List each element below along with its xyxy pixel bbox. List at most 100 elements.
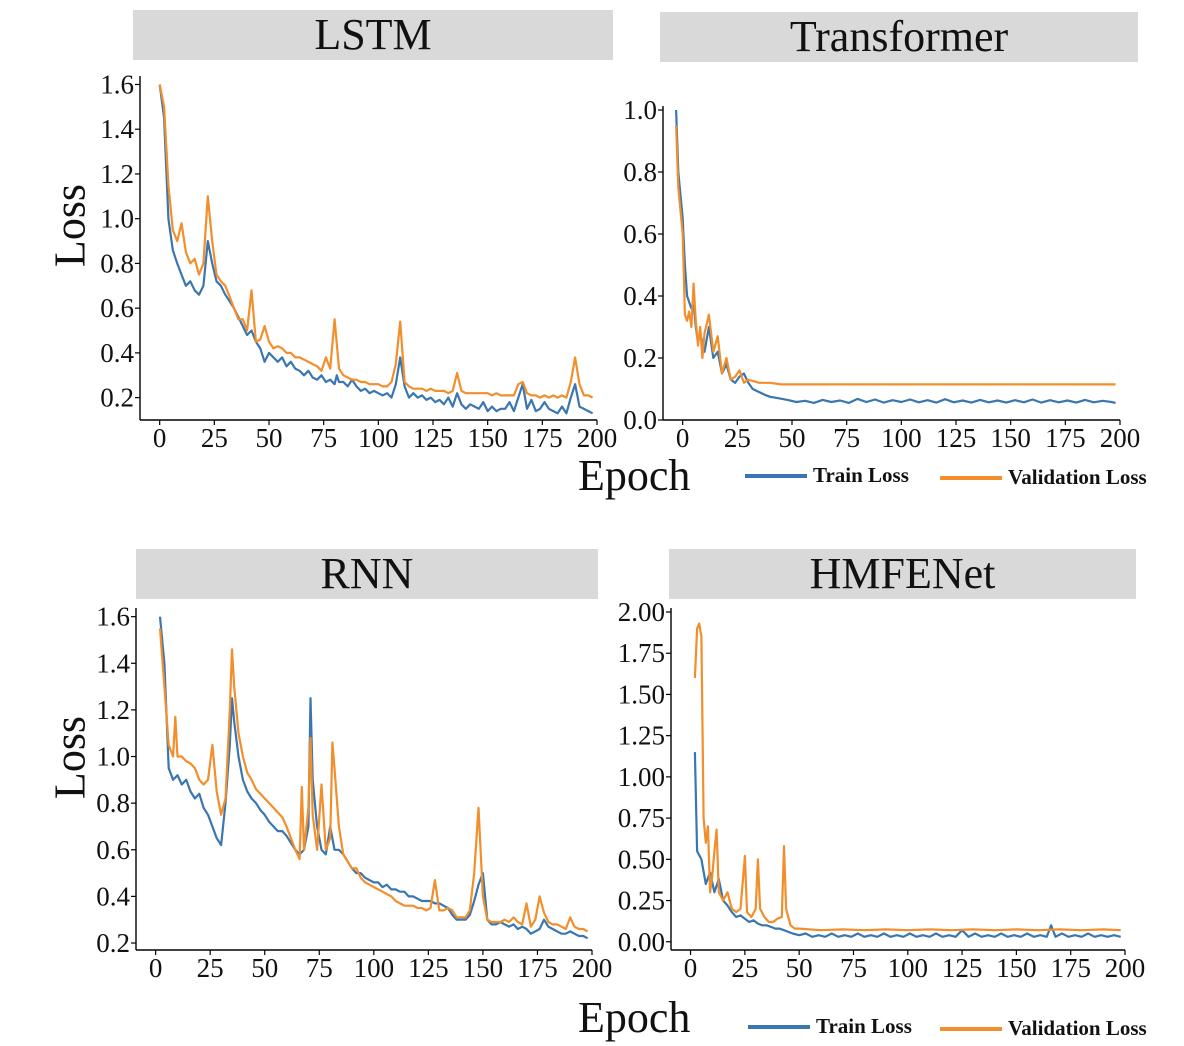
x-tick-label: 125 xyxy=(942,953,983,983)
y-tick-label: 1.4 xyxy=(96,648,130,678)
y-tick-label: 1.6 xyxy=(96,602,130,632)
panel-title-transformer: Transformer xyxy=(660,12,1138,62)
y-tick-label: 1.25 xyxy=(618,721,665,751)
y-tick-label: 0.25 xyxy=(618,886,665,916)
x-tick-label: 25 xyxy=(724,423,751,453)
y-axis-label-bottom: Loss xyxy=(45,715,95,800)
y-tick-label: 0.6 xyxy=(623,219,657,249)
x-tick-label: 25 xyxy=(731,953,758,983)
x-tick-label: 100 xyxy=(358,423,399,453)
x-tick-label: 75 xyxy=(840,953,867,983)
series-line-train-hmfenet xyxy=(693,752,1121,938)
y-tick-label: 1.0 xyxy=(96,742,130,772)
x-tick-label: 0 xyxy=(149,953,163,983)
chart-rnn: 0.2 0.4 0.6 0.8 1.0 1.2 1.4 1.6 0 25 50 75 100 125 150… xyxy=(96,602,612,983)
series-line-val-transformer xyxy=(675,125,1116,386)
y-tick-label: 1.75 xyxy=(618,638,665,668)
x-tick-label: 25 xyxy=(197,953,224,983)
series-line-train-transformer xyxy=(675,109,1116,404)
x-tick-label: 125 xyxy=(413,423,454,453)
panel-title-lstm: LSTM xyxy=(133,10,613,60)
y-tick-label: 1.50 xyxy=(618,679,665,709)
legend-val-top: Validation Loss xyxy=(940,465,1147,490)
x-tick-label: 200 xyxy=(577,423,618,453)
series-line-val-lstm xyxy=(158,84,594,399)
y-tick-label: 0.8 xyxy=(100,248,134,278)
x-tick-label: 50 xyxy=(779,423,806,453)
x-tick-label: 125 xyxy=(408,953,449,983)
series-line-train-rnn xyxy=(158,616,589,940)
x-tick-label: 0 xyxy=(676,423,690,453)
x-tick-label: 50 xyxy=(786,953,813,983)
series-line-train-lstm xyxy=(158,84,594,415)
x-tick-label: 0 xyxy=(153,423,167,453)
chart-lstm: 0.2 0.4 0.6 0.8 1.0 1.2 1.4 1.6 0 25 50 75 100 125 150… xyxy=(100,69,617,453)
x-tick-label: 175 xyxy=(517,953,558,983)
y-tick-label: 0.50 xyxy=(618,844,665,874)
x-tick-label: 175 xyxy=(522,423,563,453)
y-tick-label: 0.4 xyxy=(100,338,134,368)
x-tick-label: 75 xyxy=(833,423,860,453)
y-tick-label: 0.8 xyxy=(623,157,657,187)
y-tick-label: 0.8 xyxy=(96,788,130,818)
series-line-val-hmfenet xyxy=(693,622,1121,932)
panel-title-rnn: RNN xyxy=(136,549,598,599)
legend-label-train: Train Loss xyxy=(813,463,909,487)
x-tick-label: 175 xyxy=(1045,423,1086,453)
y-tick-label: 0.00 xyxy=(618,927,665,957)
x-tick-label: 75 xyxy=(310,423,337,453)
legend-train-top: Train Loss xyxy=(745,463,909,488)
y-tick-label: 0.4 xyxy=(623,281,657,311)
x-tick-label: 125 xyxy=(936,423,977,453)
x-tick-label: 150 xyxy=(996,953,1037,983)
legend-swatch-val xyxy=(940,475,1002,480)
y-tick-label: 0.2 xyxy=(100,383,134,413)
y-tick-label: 0.75 xyxy=(618,803,665,833)
y-tick-label: 0.6 xyxy=(100,293,134,323)
panel-title-hmfenet: HMFENet xyxy=(669,549,1136,599)
y-tick-label: 1.0 xyxy=(623,95,657,125)
x-tick-label: 150 xyxy=(463,953,504,983)
x-tick-label: 150 xyxy=(990,423,1031,453)
y-tick-label: 0.0 xyxy=(623,405,657,435)
legend-swatch-train xyxy=(748,1024,810,1029)
y-tick-label: 0.4 xyxy=(96,881,130,911)
chart-transformer: 0.0 0.2 0.4 0.6 0.8 1.0 0 25 50 75 100 125 150 175 200 xyxy=(623,95,1140,453)
y-axis-label-top: Loss xyxy=(45,183,95,268)
y-tick-label: 0.2 xyxy=(623,343,657,373)
legend-train-bottom: Train Loss xyxy=(748,1014,912,1039)
legend-swatch-train xyxy=(745,473,807,478)
y-tick-label: 1.4 xyxy=(100,114,134,144)
y-tick-label: 2.00 xyxy=(618,597,665,627)
x-tick-label: 200 xyxy=(1100,423,1141,453)
x-tick-label: 100 xyxy=(354,953,395,983)
y-tick-label: 0.6 xyxy=(96,835,130,865)
x-tick-label: 100 xyxy=(881,423,922,453)
y-tick-label: 1.2 xyxy=(100,159,134,189)
x-tick-label: 75 xyxy=(306,953,333,983)
x-tick-label: 50 xyxy=(251,953,278,983)
x-tick-label: 0 xyxy=(684,953,698,983)
legend-val-bottom: Validation Loss xyxy=(940,1016,1147,1041)
chart-hmfenet: 0.00 0.25 0.50 0.75 1.00 1.25 1.50 1.75 2.00 0 25 5… xyxy=(618,597,1146,983)
x-tick-label: 150 xyxy=(467,423,508,453)
y-tick-label: 0.2 xyxy=(96,928,130,958)
legend-swatch-val xyxy=(940,1026,1002,1031)
series-line-val-rnn xyxy=(158,628,589,933)
x-tick-label: 25 xyxy=(201,423,228,453)
legend-label-val: Validation Loss xyxy=(1008,1016,1147,1040)
x-tick-label: 200 xyxy=(1105,953,1146,983)
legend-label-val: Validation Loss xyxy=(1008,465,1147,489)
x-tick-label: 50 xyxy=(256,423,283,453)
y-tick-label: 1.6 xyxy=(100,69,134,99)
y-tick-label: 1.00 xyxy=(618,762,665,792)
legend-label-train: Train Loss xyxy=(816,1014,912,1038)
x-tick-label: 100 xyxy=(888,953,929,983)
x-tick-label: 200 xyxy=(572,953,613,983)
x-axis-label-bottom: Epoch xyxy=(578,993,691,1042)
y-tick-label: 1.0 xyxy=(100,204,134,234)
y-tick-label: 1.2 xyxy=(96,695,130,725)
x-axis-label-top: Epoch xyxy=(578,451,691,500)
